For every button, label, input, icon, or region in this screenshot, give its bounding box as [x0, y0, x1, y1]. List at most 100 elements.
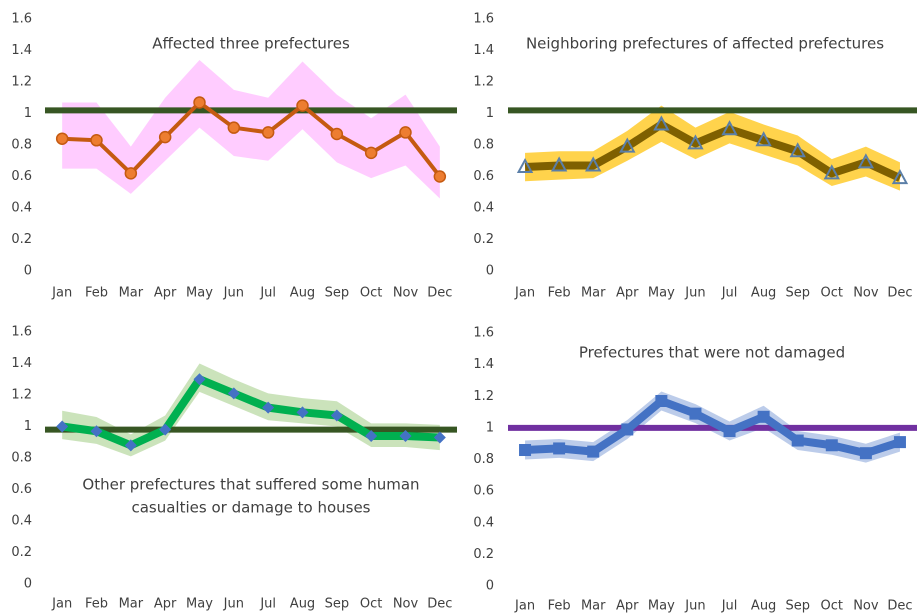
y-tick-label: 0.4 — [11, 201, 32, 216]
data-point — [193, 373, 206, 386]
data-point — [159, 423, 172, 436]
y-tick-label: 1.2 — [11, 388, 32, 403]
data-point — [227, 387, 240, 400]
chart-title: Affected three prefectures — [152, 35, 350, 53]
data-point — [859, 447, 872, 460]
data-point — [519, 444, 532, 457]
x-tick-label: May — [648, 286, 675, 301]
y-tick-label: 0.2 — [11, 232, 32, 247]
data-point — [330, 127, 344, 141]
y-tick-label: 0 — [24, 577, 32, 592]
x-tick-label: Jul — [259, 597, 276, 612]
y-tick-label: 0.6 — [11, 482, 32, 497]
x-tick-label: Dec — [427, 597, 452, 612]
data-point — [891, 168, 909, 185]
y-tick-label: 0.8 — [473, 452, 494, 467]
y-tick-label: 0.4 — [473, 201, 494, 216]
x-tick-label: Nov — [853, 286, 879, 301]
x-tick-label: Feb — [85, 286, 108, 301]
data-point — [721, 120, 738, 136]
x-tick-label: Jul — [721, 599, 738, 614]
x-tick-label: Oct — [821, 599, 843, 614]
x-tick-label: Feb — [548, 599, 571, 614]
x-tick-label: Feb — [85, 597, 108, 612]
data-point — [365, 429, 378, 442]
data-point — [296, 406, 309, 419]
y-tick-label: 1.2 — [11, 75, 32, 90]
data-point — [516, 157, 534, 174]
x-tick-label: Apr — [154, 286, 177, 301]
x-tick-label: Apr — [616, 599, 639, 614]
x-tick-label: Feb — [548, 286, 571, 301]
chart-title: Prefectures that were not damaged — [579, 344, 845, 362]
x-tick-label: Jan — [51, 286, 72, 301]
y-tick-label: 1.6 — [11, 12, 32, 27]
y-tick-label: 0.2 — [11, 545, 32, 560]
data-point — [90, 425, 103, 438]
x-tick-label: Dec — [887, 599, 912, 614]
y-tick-label: 0 — [486, 579, 494, 594]
x-tick-label: Jun — [223, 597, 244, 612]
x-tick-label: Jan — [514, 599, 535, 614]
x-tick-label: Mar — [119, 597, 144, 612]
x-tick-label: Oct — [360, 597, 382, 612]
data-point — [655, 394, 668, 407]
data-point — [550, 156, 568, 172]
data-point — [755, 131, 772, 147]
data-point — [621, 423, 634, 436]
data-point — [158, 130, 172, 144]
x-tick-label: Dec — [427, 286, 452, 301]
data-point — [687, 134, 704, 150]
data-point — [857, 153, 875, 169]
y-tick-label: 1.6 — [473, 12, 494, 27]
data-line — [62, 100, 442, 178]
data-point — [262, 401, 275, 414]
x-tick-label: Jun — [684, 286, 705, 301]
x-tick-label: Oct — [360, 286, 382, 301]
data-point — [585, 156, 602, 172]
data-point — [227, 121, 241, 134]
y-tick-label: 0.8 — [11, 138, 32, 153]
x-tick-label: Sep — [785, 286, 810, 301]
data-point — [399, 429, 412, 442]
x-tick-label: Nov — [853, 599, 879, 614]
y-tick-label: 1 — [486, 420, 494, 435]
x-tick-label: Sep — [325, 597, 350, 612]
data-point — [825, 439, 838, 452]
x-tick-label: May — [648, 599, 675, 614]
data-point — [364, 146, 378, 160]
x-tick-label: Jun — [684, 599, 705, 614]
x-tick-label: Jun — [223, 286, 244, 301]
y-tick-label: 0.6 — [473, 484, 494, 499]
data-point — [56, 420, 69, 433]
data-point — [757, 410, 770, 423]
x-tick-label: Sep — [325, 286, 350, 301]
x-tick-label: May — [186, 286, 213, 301]
data-point — [823, 164, 840, 180]
y-tick-label: 0.2 — [473, 232, 494, 247]
x-tick-label: Jan — [514, 286, 535, 301]
data-point — [261, 126, 275, 139]
chart-title: casualties or damage to houses — [131, 499, 370, 517]
x-tick-label: Aug — [290, 286, 315, 301]
data-point — [399, 126, 412, 139]
y-tick-label: 0.4 — [473, 515, 494, 530]
chart-title: Other prefectures that suffered some hum… — [82, 476, 419, 494]
data-point — [689, 407, 702, 420]
data-point — [90, 134, 103, 147]
data-line — [524, 120, 902, 182]
x-tick-label: Sep — [785, 599, 810, 614]
chart-title: Neighboring prefectures of affected pref… — [526, 35, 884, 53]
y-tick-label: 1.6 — [11, 325, 32, 340]
y-tick-label: 1.4 — [473, 43, 494, 58]
y-tick-label: 1.4 — [473, 357, 494, 372]
y-tick-label: 0.6 — [11, 169, 32, 184]
x-tick-label: Mar — [581, 599, 606, 614]
y-tick-label: 0.2 — [473, 547, 494, 562]
x-tick-label: Jan — [51, 597, 72, 612]
y-tick-label: 0.8 — [473, 138, 494, 153]
data-point — [124, 167, 138, 180]
y-tick-label: 0 — [24, 264, 32, 279]
data-point — [124, 439, 137, 452]
